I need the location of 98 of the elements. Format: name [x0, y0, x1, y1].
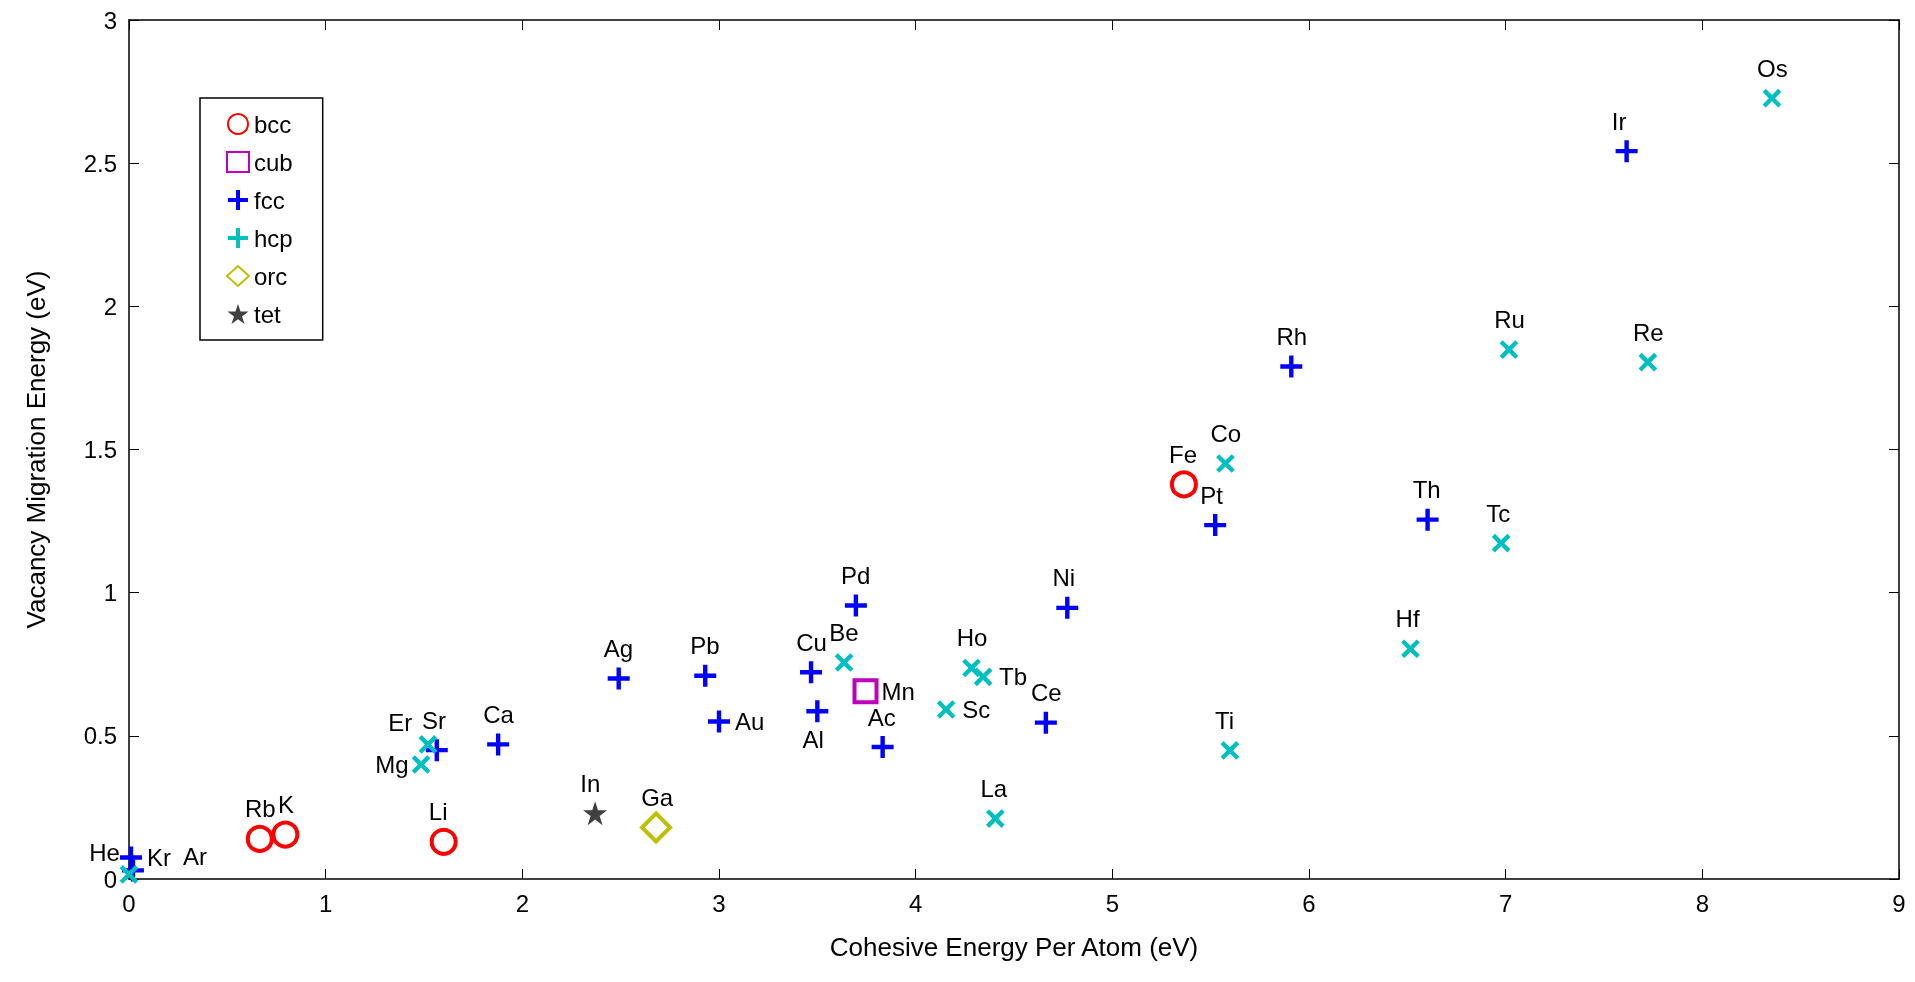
x-tick-label: 2 [515, 889, 530, 917]
annotation: Ac [867, 703, 896, 731]
point [985, 809, 1005, 828]
point [806, 700, 829, 723]
annotation: Ru [1494, 306, 1525, 334]
annotation: Tb [999, 663, 1028, 691]
point [1220, 741, 1240, 760]
point [1280, 355, 1303, 378]
point [487, 733, 510, 756]
legend-label: tet [254, 300, 282, 328]
annotation: Er [388, 708, 413, 736]
point [271, 820, 300, 849]
legend-label: bcc [254, 110, 292, 138]
annotation: Mn [881, 677, 915, 705]
point [429, 827, 458, 856]
annotation: Co [1210, 420, 1242, 448]
point [1204, 514, 1227, 537]
annotation: Hf [1395, 605, 1420, 633]
annotation: Fe [1169, 440, 1198, 468]
annotation: Li [428, 798, 448, 826]
x-tick-label: 6 [1302, 889, 1316, 917]
point [844, 594, 867, 617]
legend-label: fcc [254, 186, 285, 214]
annotation: In [580, 769, 601, 797]
annotation: Rh [1276, 322, 1308, 350]
annotation: Rb [244, 795, 276, 823]
annotation: Pt [1200, 481, 1224, 509]
annotation: Ho [956, 624, 988, 652]
x-tick-label: 1 [318, 889, 333, 917]
point [411, 755, 431, 774]
y-tick-label: 2 [103, 292, 117, 320]
annotation: Ga [641, 783, 674, 811]
point [708, 710, 730, 733]
annotation: Ce [1030, 679, 1062, 707]
point [1416, 508, 1439, 531]
annotation: He [89, 838, 120, 866]
x-tick-label: 9 [1892, 889, 1906, 917]
point [1056, 596, 1079, 619]
point [936, 700, 956, 719]
annotation: Be [829, 619, 859, 647]
point [1638, 352, 1658, 372]
annotation: Tc [1486, 499, 1511, 527]
annotation: Th [1412, 476, 1441, 504]
annotation: Ag [603, 635, 634, 663]
legend-label: cub [254, 148, 293, 176]
point [583, 801, 608, 826]
x-tick-label: 8 [1695, 889, 1710, 917]
x-tick-label: 3 [712, 889, 726, 917]
y-tick-label: 1.5 [83, 436, 117, 463]
x-tick-label: 4 [908, 889, 923, 917]
y-axis-title: Vacancy Migration Energy (eV) [21, 270, 51, 629]
point [973, 667, 993, 687]
point [1491, 533, 1511, 553]
point [800, 661, 823, 684]
y-tick-label: 2.5 [83, 149, 117, 177]
annotation: Ir [1611, 107, 1627, 135]
point [871, 736, 894, 758]
annotation: Ti [1215, 706, 1235, 734]
x-axis-title: Cohesive Energy Per Atom (eV) [829, 932, 1199, 962]
annotation: Ca [483, 700, 515, 728]
point [834, 653, 854, 672]
point [852, 678, 879, 705]
y-tick-label: 1 [103, 579, 117, 607]
annotation: Au [735, 708, 765, 736]
x-tick-label: 7 [1498, 889, 1513, 917]
annotation: Al [802, 725, 824, 753]
annotation: Mg [375, 750, 409, 778]
point [245, 824, 274, 853]
point [1499, 340, 1519, 359]
point [1216, 454, 1235, 473]
annotation: Os [1757, 54, 1788, 82]
annotation: Sc [962, 695, 991, 723]
legend-label: hcp [254, 224, 293, 252]
annotation: Ar [182, 842, 207, 870]
point [1615, 140, 1638, 163]
point [418, 735, 438, 754]
annotation: Pb [690, 632, 720, 660]
y-tick-label: 0 [103, 865, 117, 893]
point [694, 664, 717, 687]
annotation: La [980, 775, 1008, 803]
point [607, 667, 630, 690]
x-tick-label: 0 [122, 889, 136, 917]
point [1169, 470, 1198, 499]
point [640, 811, 673, 844]
point [1401, 639, 1420, 659]
y-tick-label: 3 [103, 6, 117, 34]
y-tick-label: 0.5 [83, 722, 117, 750]
annotation: Sr [421, 706, 446, 734]
annotation: Ni [1052, 564, 1076, 592]
annotation: Kr [146, 844, 171, 872]
annotation: Cu [796, 628, 827, 656]
point [1762, 88, 1782, 108]
annotation: K [277, 791, 294, 819]
annotation: Pd [841, 562, 871, 590]
point [1034, 711, 1057, 734]
legend-label: orc [254, 262, 288, 290]
x-tick-label: 5 [1105, 889, 1120, 917]
annotation: Re [1632, 318, 1664, 346]
